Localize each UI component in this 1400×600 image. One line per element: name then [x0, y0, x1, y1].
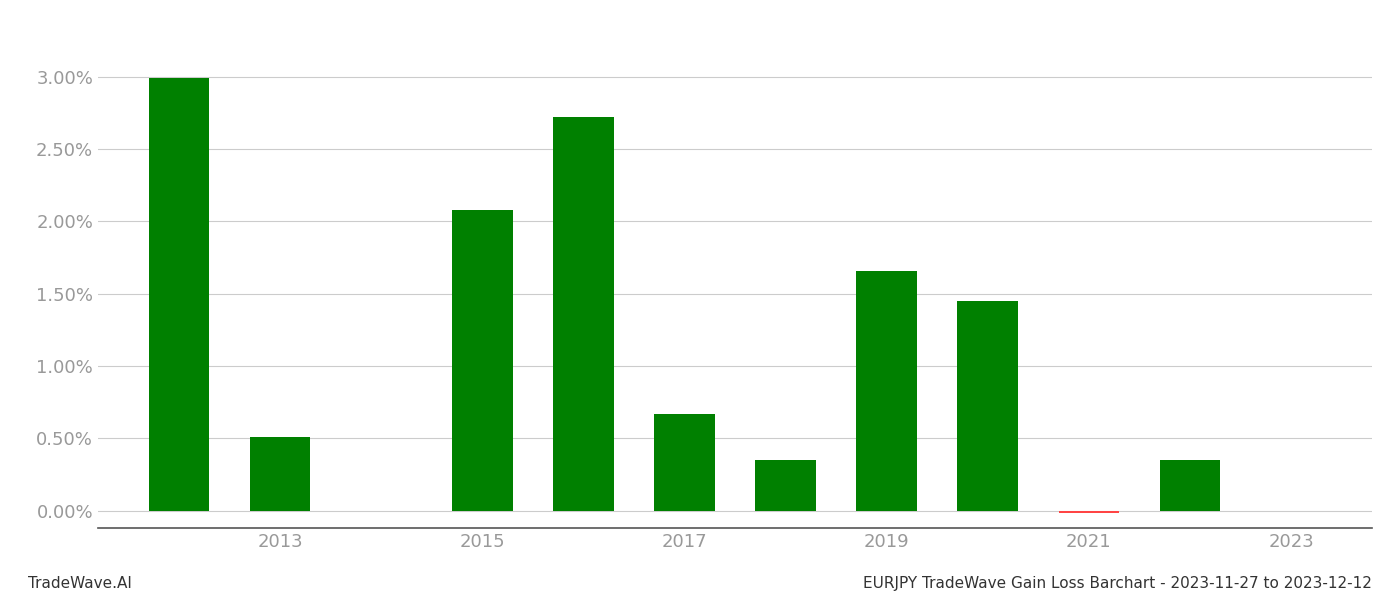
Text: TradeWave.AI: TradeWave.AI: [28, 576, 132, 591]
Bar: [249, 437, 311, 511]
Bar: [857, 271, 917, 511]
Bar: [1159, 460, 1221, 511]
Bar: [755, 460, 816, 511]
Text: EURJPY TradeWave Gain Loss Barchart - 2023-11-27 to 2023-12-12: EURJPY TradeWave Gain Loss Barchart - 20…: [864, 576, 1372, 591]
Bar: [553, 118, 613, 511]
Bar: [1058, 511, 1119, 513]
Bar: [958, 301, 1018, 511]
Bar: [452, 210, 512, 511]
Bar: [148, 79, 209, 511]
Bar: [654, 414, 715, 511]
